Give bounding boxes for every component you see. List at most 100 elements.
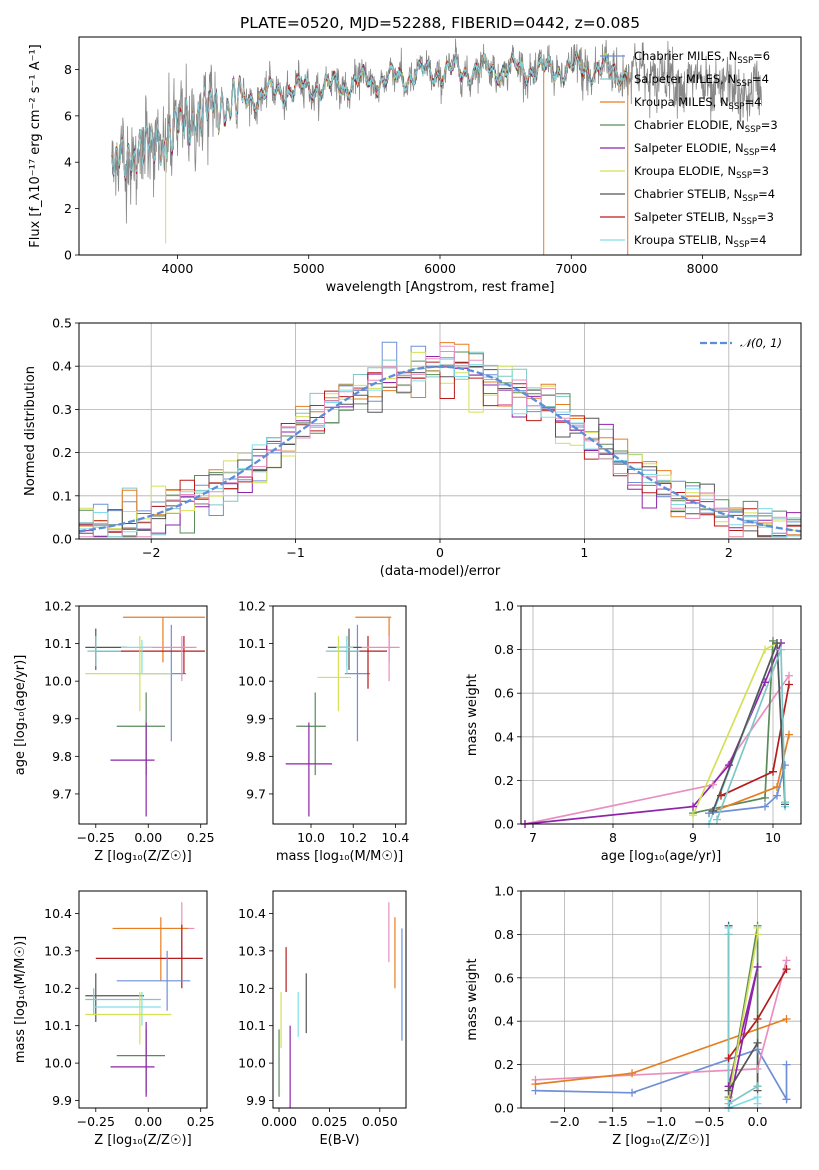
y-tick-label: 9.9 [52,711,72,726]
histogram-step [79,345,801,538]
legend-label: Salpeter MILES, NSSP=4 [634,72,769,89]
y-tick-label: 10.4 [238,906,266,921]
y-tick-label: 10.1 [44,636,72,651]
y-tick-label: 10.2 [44,981,72,996]
weight-point-marker [769,767,777,776]
errorbar-point [327,628,362,670]
y-tick-label: 0.3 [52,402,72,417]
x-tick-label: 0.00 [134,830,162,845]
axes-frame [520,605,802,825]
x-tick-label: −1 [286,545,304,560]
weight-point-marker [773,782,781,791]
axes-frame [78,322,802,540]
y-tick-label: 10.1 [44,1018,72,1033]
y-tick-label: 0.0 [52,532,72,547]
y-tick-label: 0.8 [494,927,514,942]
x-tick-label: −1.5 [598,1114,628,1129]
z-mass-panel: −0.25 0.00 0.25 9.9 10.0 10.1 10.2 10.3 10.4 Z [l… [13,890,215,1148]
y-tick-label: 9.7 [246,786,266,801]
axes-frame [78,36,802,256]
y-tick-label: 4 [64,155,72,170]
weight-point-marker [773,639,781,648]
errorbar-point [87,636,121,667]
errorbar-point [317,636,352,712]
weight-series-line [708,764,786,814]
weight-point-marker [724,1099,733,1108]
x-tick-label: 0.000 [261,1114,297,1129]
x-tick-label: 4000 [162,261,194,276]
errorbar-point [93,992,161,1026]
y-tick-label: 0.4 [52,359,72,374]
weight-point-marker [709,780,717,789]
y-tick-label: 10.3 [44,943,72,958]
weight-point-marker [782,1060,791,1069]
y-tick-label: 10.2 [44,599,72,614]
errorbar-point [296,692,326,776]
errorbar-point [361,636,400,682]
weight-point-marker [785,671,793,680]
x-tick-label: 10 [765,830,781,845]
errorbar-point [95,924,203,989]
weight-point-marker [628,1088,637,1097]
x-axis-label: E(B-V) [319,1133,359,1148]
x-tick-label: 2 [725,545,733,560]
errorbar-point [123,616,205,663]
normal-curve [79,365,801,533]
legend-label: Kroupa ELODIE, NSSP=3 [634,164,769,181]
x-axis-label: mass [log₁₀(M/M☉)] [276,849,403,864]
x-tick-label: −0.5 [694,1114,724,1129]
y-tick-label: 9.9 [246,711,266,726]
weight-point-marker [761,793,769,802]
axes-frame [78,890,208,1109]
legend-label: Salpeter ELODIE, NSSP=4 [634,141,777,158]
legend-label: Chabrier MILES, NSSP=6 [634,49,770,66]
x-tick-label: 6000 [424,261,456,276]
y-tick-label: 0.5 [52,316,72,331]
legend-label: Chabrier STELIB, NSSP=4 [634,187,775,204]
y-tick-label: 10.0 [44,674,72,689]
x-tick-label: 7 [529,830,537,845]
errorbar-point [116,692,166,776]
y-axis-label: mass weight [465,674,480,756]
x-tick-label: −0.25 [77,830,115,845]
y-tick-label: 0.0 [494,1101,514,1116]
weight-point-marker [753,962,762,971]
weight-point-marker [717,791,725,800]
x-axis-label: Z [log₁₀(Z/Z☉)] [94,849,191,864]
weight-point-marker [773,791,781,800]
weight-point-marker [753,923,762,932]
errorbar-point [110,1021,155,1097]
spectrum-legend: Chabrier MILES, NSSP=6 Salpeter MILES, NS… [600,49,778,250]
weight-point-marker [782,1095,791,1104]
weight-point-marker [785,680,793,689]
errorbar-point [137,624,187,742]
y-axis-label: Normed distribution [23,366,38,496]
x-tick-label: 0.0 [748,1114,768,1129]
x-axis-label: Z [log₁₀(Z/Z☉)] [94,1133,191,1148]
weight-point-marker [781,798,789,807]
figure-title: PLATE=0520, MJD=52288, FIBERID=0442, z=0… [240,14,640,32]
weight-point-marker [753,1038,762,1047]
weight-point-marker [782,956,791,965]
y-tick-label: 9.7 [52,786,72,801]
z-weight-panel: −2.0 −1.5 −1.0 −0.5 0.0 0.0 0.2 0.4 0.6 0.8 1.0 Z [… [465,884,802,1148]
residual-histogram-panel: −2 −1 0 1 2 0.0 0.1 0.2 0.3 0.4 0.5 (data-model)/er… [23,316,802,579]
y-tick-label: 0.4 [494,729,514,744]
y-tick-label: 0.1 [52,488,72,503]
axes-frame [520,890,802,1109]
y-tick-label: 10.2 [238,981,266,996]
errorbar-point [85,988,161,1015]
weight-point-marker [782,965,791,974]
weight-point-marker [753,1082,762,1091]
x-axis-label: wavelength [Angstrom, rest frame] [326,280,555,295]
weight-point-marker [753,1064,762,1073]
x-tick-label: 0.025 [312,1114,348,1129]
weight-point-marker [781,761,789,770]
x-tick-label: −0.25 [77,1114,115,1129]
errorbar-point [116,1029,166,1094]
errorbar-point [85,992,172,1045]
y-tick-label: 10.1 [238,636,266,651]
weight-point-marker [777,645,785,654]
y-axis-label: mass weight [465,958,480,1040]
